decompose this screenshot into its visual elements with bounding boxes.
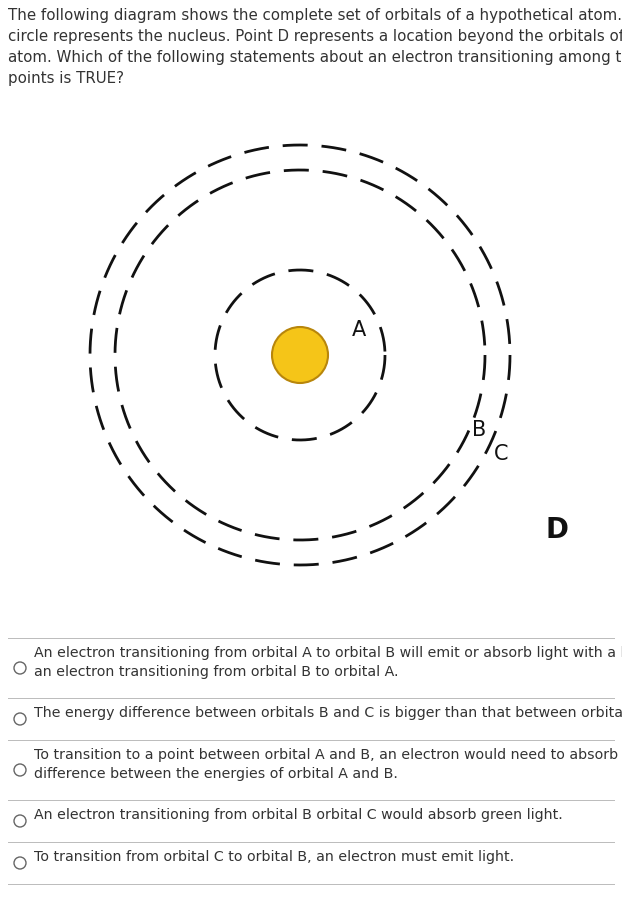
- Text: C: C: [494, 444, 509, 464]
- Text: An electron transitioning from orbital B orbital C would absorb green light.: An electron transitioning from orbital B…: [34, 808, 563, 822]
- Text: The energy difference between orbitals B and C is bigger than that between orbit: The energy difference between orbitals B…: [34, 706, 622, 720]
- Text: B: B: [472, 420, 486, 440]
- Text: To transition from orbital C to orbital B, an electron must emit light.: To transition from orbital C to orbital …: [34, 850, 514, 864]
- Text: A: A: [352, 320, 366, 340]
- Text: To transition to a point between orbital A and B, an electron would need to abso: To transition to a point between orbital…: [34, 748, 622, 781]
- Circle shape: [272, 327, 328, 383]
- Text: An electron transitioning from orbital A to orbital B will emit or absorb light : An electron transitioning from orbital A…: [34, 646, 622, 679]
- Text: The following diagram shows the complete set of orbitals of a hypothetical atom.: The following diagram shows the complete…: [8, 8, 622, 86]
- Text: D: D: [545, 516, 568, 544]
